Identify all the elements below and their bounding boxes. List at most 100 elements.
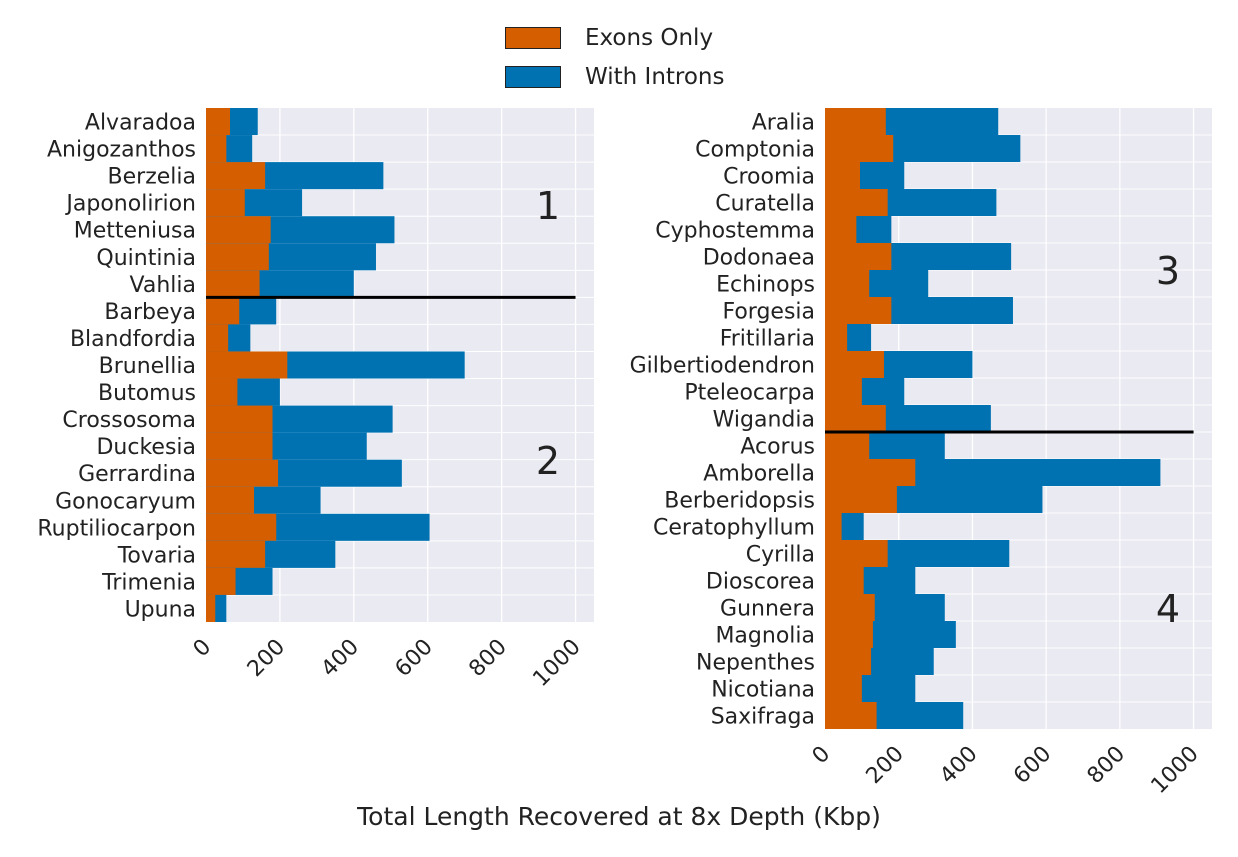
x-tick-label: 0 xyxy=(189,635,217,663)
y-tick-label: Comptonia xyxy=(695,138,815,163)
bar-exons-only xyxy=(825,621,873,648)
y-tick-label: Butomus xyxy=(98,381,196,406)
y-tick-label: Amborella xyxy=(703,462,815,487)
bar-exons-only xyxy=(206,216,271,244)
y-tick-label: Japonolirion xyxy=(64,192,196,217)
bar-exons-only xyxy=(206,594,216,622)
y-tick-label: Anigozanthos xyxy=(47,138,196,163)
y-tick-label: Dioscorea xyxy=(706,570,815,595)
y-tick-label: Cyrilla xyxy=(746,543,815,568)
bar-exons-only xyxy=(825,378,862,405)
bar-exons-only xyxy=(825,351,884,378)
y-tick-label: Berzelia xyxy=(108,165,196,190)
x-tick-label: 600 xyxy=(1009,742,1056,789)
bar-exons-only xyxy=(206,459,279,487)
y-tick-label: Trimenia xyxy=(101,570,196,595)
bar-exons-only xyxy=(206,540,266,568)
bar-exons-only xyxy=(825,702,877,729)
bar-exons-only xyxy=(825,459,916,486)
y-tick-label: Curatella xyxy=(715,192,815,217)
x-tick-label: 800 xyxy=(1083,742,1130,789)
y-tick-label: Fritillaria xyxy=(720,327,815,352)
legend-item-introns: With Introns xyxy=(505,57,725,96)
y-tick-label: Blandfordia xyxy=(70,327,196,352)
y-tick-label: Metteniusa xyxy=(74,219,196,244)
bar-exons-only xyxy=(206,567,236,595)
x-tick-label: 1000 xyxy=(1147,742,1204,799)
y-tick-label: Magnolia xyxy=(715,624,815,649)
y-tick-label: Alvaradoa xyxy=(85,111,196,136)
y-tick-label: Gonocaryum xyxy=(55,489,196,514)
x-axis-label: Total Length Recovered at 8x Depth (Kbp) xyxy=(357,802,881,831)
legend-item-exons: Exons Only xyxy=(505,18,725,57)
y-tick-label: Ruptiliocarpon xyxy=(37,516,196,541)
y-tick-label: Vahlia xyxy=(130,273,196,298)
bar-exons-only xyxy=(825,486,897,513)
x-tick-label: 1000 xyxy=(528,635,585,692)
y-tick-label: Nepenthes xyxy=(696,651,815,676)
y-tick-label: Crossosoma xyxy=(62,408,196,433)
bar-exons-only xyxy=(825,540,888,567)
legend: Exons Only With Introns xyxy=(505,18,725,96)
y-tick-label: Dodonaea xyxy=(703,246,815,271)
bar-exons-only xyxy=(206,432,273,460)
bar-exons-only xyxy=(825,297,892,324)
bar-exons-only xyxy=(825,513,842,540)
bar-exons-only xyxy=(825,324,848,351)
bar-exons-only xyxy=(825,675,862,702)
bar-exons-only xyxy=(825,108,886,135)
x-tick-label: 800 xyxy=(464,635,511,682)
bar-exons-only xyxy=(206,297,240,325)
legend-swatch-exons xyxy=(505,26,561,49)
bar-exons-only xyxy=(825,243,892,270)
y-tick-label: Wigandia xyxy=(713,408,815,433)
y-tick-label: Croomia xyxy=(723,165,815,190)
section-annotation: 4 xyxy=(1156,587,1180,631)
y-tick-label: Barbeya xyxy=(104,300,196,325)
bar-exons-only xyxy=(825,216,857,243)
x-tick-label: 200 xyxy=(862,742,909,789)
y-tick-label: Duckesia xyxy=(96,435,196,460)
section-annotation: 2 xyxy=(536,439,560,483)
bar-exons-only xyxy=(206,378,238,406)
y-tick-label: Tovaria xyxy=(117,543,196,568)
y-tick-label: Ceratophyllum xyxy=(653,516,815,541)
panel-1: 0 200 400 600 800 1000 AlvaradoaAnigozanthosBe… xyxy=(37,108,594,692)
legend-label-exons: Exons Only xyxy=(585,24,714,51)
bar-exons-only xyxy=(825,270,870,297)
bar-exons-only xyxy=(206,351,288,379)
x-tick-label: 400 xyxy=(317,635,364,682)
bar-exons-only xyxy=(206,162,266,190)
bar-exons-only xyxy=(825,162,861,189)
y-tick-label: Pteleocarpa xyxy=(684,381,815,406)
bar-exons-only xyxy=(825,405,886,432)
y-tick-label: Saxifraga xyxy=(711,705,815,730)
y-tick-label: Brunellia xyxy=(99,354,196,379)
y-tick-label: Gerrardina xyxy=(78,462,196,487)
y-tick-label: Upuna xyxy=(125,597,196,622)
y-tick-label: Forgesia xyxy=(722,300,815,325)
x-tick-label: 600 xyxy=(391,635,438,682)
bar-exons-only xyxy=(206,513,277,541)
y-tick-label: Cyphostemma xyxy=(655,219,815,244)
bar-exons-only xyxy=(825,432,870,459)
bar-exons-only xyxy=(206,135,227,163)
y-tick-label: Echinops xyxy=(716,273,815,298)
y-tick-label: Nicotiana xyxy=(711,678,815,703)
y-tick-label: Gunnera xyxy=(720,597,815,622)
bar-exons-only xyxy=(206,189,245,217)
panel-2: 0 200 400 600 800 1000AraliaComptoniaCroomiaC… xyxy=(630,108,1212,799)
bar-exons-only xyxy=(206,270,260,298)
y-tick-label: Quintinia xyxy=(96,246,196,271)
x-tick-label: 0 xyxy=(808,742,836,770)
legend-swatch-introns xyxy=(505,65,561,88)
bar-exons-only xyxy=(206,324,229,352)
y-tick-label: Berberidopsis xyxy=(664,489,815,514)
bar-exons-only xyxy=(825,648,872,675)
y-tick-label: Gilbertiodendron xyxy=(630,354,815,379)
bar-exons-only xyxy=(825,567,864,594)
y-tick-label: Acorus xyxy=(740,435,815,460)
x-tick-label: 400 xyxy=(935,742,982,789)
bar-exons-only xyxy=(206,108,231,136)
